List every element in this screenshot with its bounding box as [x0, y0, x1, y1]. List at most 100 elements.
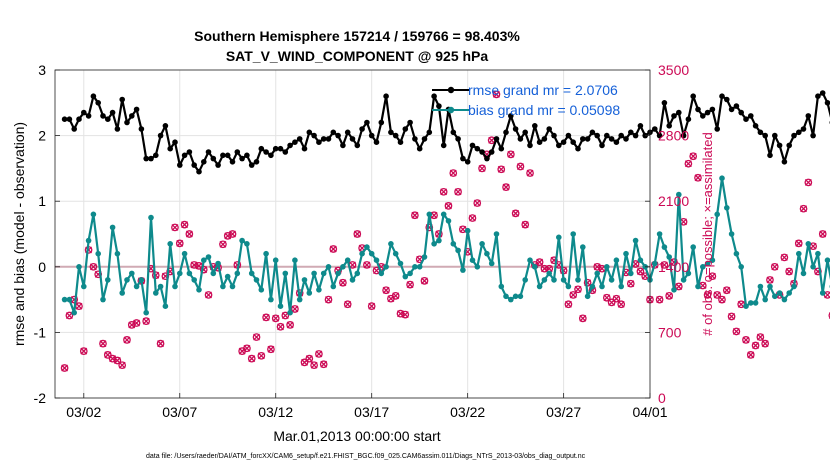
bias-point	[594, 271, 600, 277]
y2-tick-label: 1400	[658, 259, 689, 275]
bias-point	[206, 254, 212, 260]
bias-point	[182, 251, 188, 257]
rmse-point	[417, 146, 423, 152]
y-tick-label: 1	[38, 193, 46, 209]
obs-count-point	[762, 340, 768, 346]
rmse-point	[427, 130, 433, 136]
bias-point	[340, 264, 346, 270]
bias-point	[167, 241, 173, 247]
bias-point	[407, 271, 413, 277]
rmse-point	[695, 107, 701, 113]
y-tick-label: 2	[38, 128, 46, 144]
bias-point	[494, 231, 500, 237]
bias-point	[681, 277, 687, 283]
y-tick-label: 0	[38, 259, 46, 275]
bias-point	[383, 264, 389, 270]
bias-point	[657, 231, 663, 237]
rmse-point	[119, 97, 125, 103]
bias-point	[76, 264, 82, 270]
bias-point	[273, 257, 279, 263]
obs-count-point	[752, 342, 758, 348]
bias-point	[465, 228, 471, 234]
obs-count-point	[767, 277, 773, 283]
rmse-point	[211, 156, 217, 162]
rmse-point	[263, 149, 269, 155]
bias-point	[738, 264, 744, 270]
rmse-point	[436, 103, 442, 109]
rmse-point	[494, 136, 500, 142]
obs-count-point	[690, 153, 696, 159]
bias-point	[546, 271, 552, 277]
x-tick-label: 03/07	[162, 404, 197, 420]
bias-point	[172, 284, 178, 290]
rmse-point	[777, 143, 783, 149]
rmse-point	[235, 149, 241, 155]
rmse-point	[379, 120, 385, 126]
rmse-point	[76, 116, 82, 122]
rmse-point	[729, 107, 735, 113]
bias-point	[455, 248, 461, 254]
rmse-point	[167, 146, 173, 152]
obs-count-point	[733, 328, 739, 334]
rmse-point	[239, 156, 245, 162]
rmse-point	[91, 93, 97, 99]
bias-point	[580, 244, 586, 250]
bias-point	[225, 274, 231, 280]
bias-point	[724, 205, 730, 211]
rmse-point	[652, 126, 658, 132]
obs-count-point	[800, 205, 806, 211]
rmse-point	[705, 110, 711, 116]
rmse-point	[297, 136, 303, 142]
rmse-point	[302, 146, 308, 152]
legend-bias-label: bias grand mr = 0.05098	[468, 102, 620, 118]
bias-point	[331, 284, 337, 290]
rmse-point	[326, 136, 332, 142]
rmse-point	[786, 143, 792, 149]
rmse-point	[758, 130, 764, 136]
legend-rmse-marker	[448, 87, 454, 93]
bias-point	[71, 310, 77, 316]
bias-point	[235, 271, 241, 277]
obs-count-point	[757, 334, 763, 340]
rmse-point	[676, 110, 682, 116]
y2-axis-label: # of obs: o=possible; ×=assimilated	[700, 132, 715, 335]
rmse-point	[172, 139, 178, 145]
rmse-point	[767, 153, 773, 159]
rmse-point	[479, 149, 485, 155]
plot-area	[55, 70, 650, 398]
bias-point	[412, 264, 418, 270]
rmse-point	[292, 139, 298, 145]
rmse-point	[537, 139, 543, 145]
bias-point	[326, 264, 332, 270]
bias-point	[499, 284, 505, 290]
rmse-point	[609, 136, 615, 142]
rmse-point	[268, 153, 274, 159]
rmse-point	[614, 139, 620, 145]
bias-point	[561, 277, 567, 283]
rmse-point	[71, 126, 77, 132]
rmse-point	[690, 93, 696, 99]
bias-point	[618, 284, 624, 290]
x-tick-label: 04/01	[632, 404, 667, 420]
rmse-point	[710, 107, 716, 113]
rmse-point	[163, 123, 169, 129]
rmse-point	[556, 143, 562, 149]
rmse-point	[671, 113, 677, 119]
bias-point	[259, 287, 265, 293]
rmse-point	[350, 136, 356, 142]
rmse-point	[686, 116, 692, 122]
rmse-point	[820, 90, 826, 96]
rmse-point	[518, 136, 524, 142]
rmse-point	[359, 126, 365, 132]
bias-point	[302, 277, 308, 283]
rmse-point	[618, 133, 624, 139]
rmse-point	[810, 133, 816, 139]
rmse-point	[431, 93, 437, 99]
data-file-footnote: data file: /Users/raeder/DAI/ATM_forcXX/…	[146, 453, 586, 460]
bias-point	[350, 277, 356, 283]
rmse-point	[791, 133, 797, 139]
rmse-point	[724, 97, 730, 103]
rmse-point	[355, 143, 361, 149]
